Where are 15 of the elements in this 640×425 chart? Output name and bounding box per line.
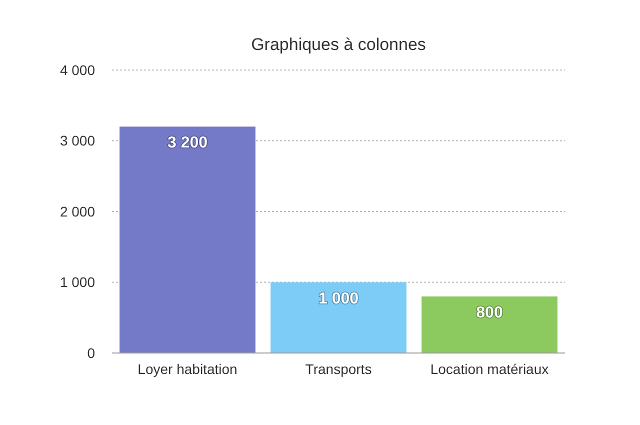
x-tick-label: Loyer habitation: [138, 361, 238, 377]
bar: [270, 282, 406, 353]
y-tick-label: 3 000: [60, 132, 96, 149]
bar: [120, 126, 256, 353]
y-tick-label: 2 000: [60, 203, 96, 220]
x-tick-label: Transports: [305, 361, 372, 377]
data-label: 800: [476, 304, 503, 322]
bar: [422, 296, 558, 353]
y-tick-label: 1 000: [60, 274, 96, 290]
data-label: 3 200: [167, 134, 208, 152]
y-tick-label: 4 000: [60, 62, 96, 78]
data-label: 1 000: [318, 290, 359, 308]
chart-title: Graphiques à colonnes: [251, 35, 426, 54]
y-tick-label: 0: [87, 344, 96, 361]
x-tick-label: Location matériaux: [430, 361, 549, 377]
